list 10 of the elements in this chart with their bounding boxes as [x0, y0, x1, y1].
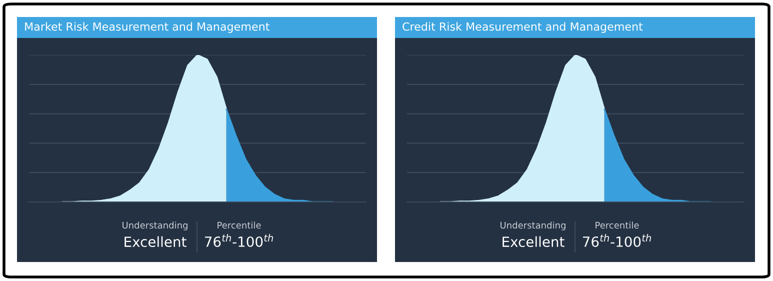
text: Excellent	[124, 236, 186, 248]
text: Percentile	[596, 222, 639, 229]
text: Understanding	[122, 222, 188, 230]
chart-title: Credit Risk Measurement and Management	[402, 22, 643, 33]
text: Excellent	[502, 236, 564, 248]
text: 76$^{th}$-100$^{th}$	[583, 234, 651, 247]
text: 76$^{th}$-100$^{th}$	[205, 234, 273, 247]
text: Understanding	[500, 222, 566, 230]
text: Percentile	[218, 222, 261, 229]
chart-title: Market Risk Measurement and Management	[25, 22, 270, 33]
